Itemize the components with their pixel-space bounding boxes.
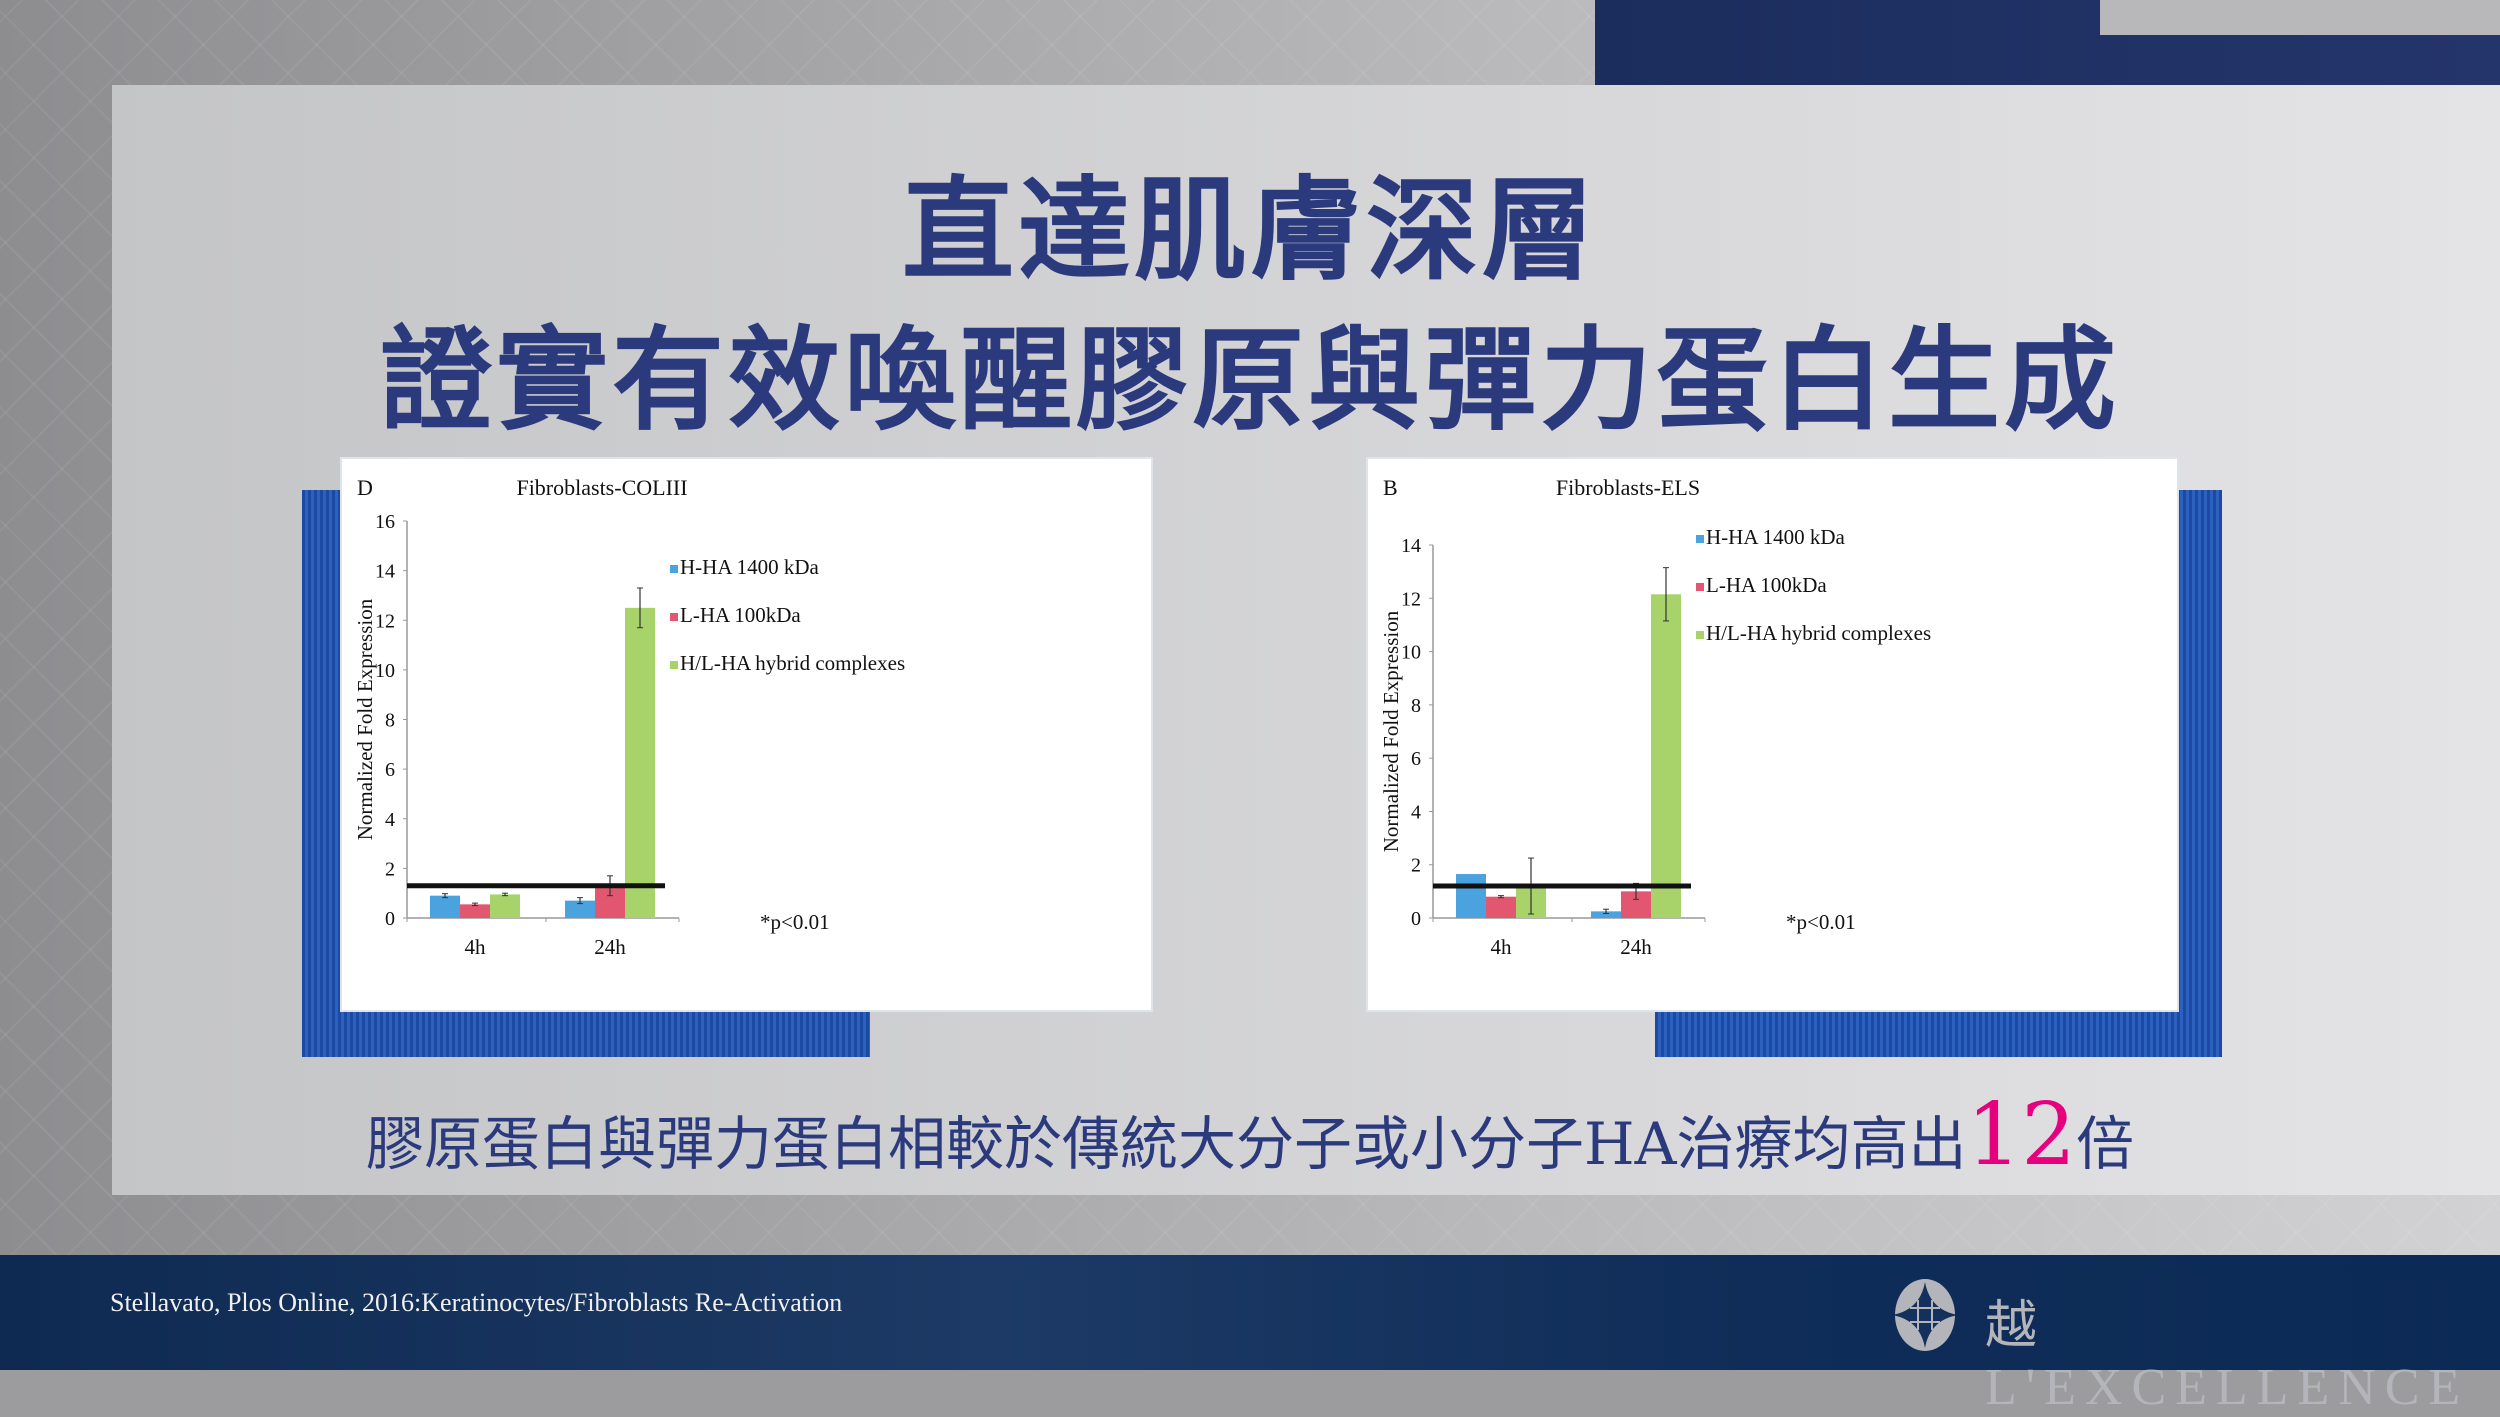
y-tick-label: 0	[385, 908, 395, 930]
subtitle-highlight: 12	[1966, 1085, 2076, 1185]
y-axis-label: Normalized Fold Expression	[1379, 610, 1403, 852]
legend-swatch	[1696, 535, 1704, 543]
legend-swatch	[1696, 583, 1704, 591]
y-tick-label: 8	[1411, 695, 1421, 717]
subtitle: 膠原蛋白與彈力蛋白相較於傳統大分子或小分子HA治療均高出12倍	[0, 1085, 2500, 1185]
chart-svg-coliii: D Fibroblasts-COLIII 0 2 4 6 8 10 12 14 16 Normaliz…	[353, 475, 905, 959]
bar	[1591, 911, 1621, 918]
y-tick-label: 4	[1411, 801, 1421, 823]
legend-label: L-HA 100kDa	[1706, 573, 1827, 597]
y-tick-label: 2	[1411, 855, 1421, 877]
chart-svg-els: B Fibroblasts-ELS 0 2 4 6 8 10 12 14 Normalized Fo…	[1379, 475, 1931, 959]
bar	[430, 895, 460, 918]
brand-logo-icon	[1892, 1279, 1958, 1351]
legend-label: H-HA 1400 kDa	[1706, 525, 1845, 549]
y-tick-label: 10	[375, 660, 395, 682]
y-tick-label: 6	[385, 759, 395, 781]
y-tick-label: 2	[385, 858, 395, 880]
y-tick-label: 8	[385, 710, 395, 732]
significance-annotation: *p<0.01	[1786, 910, 1856, 934]
legend-label: H/L-HA hybrid complexes	[680, 651, 905, 675]
y-tick-label: 10	[1401, 642, 1421, 664]
brand-char: 越	[1985, 1298, 2047, 1355]
y-tick-label: 12	[375, 610, 395, 632]
subtitle-suffix: 倍	[2075, 1110, 2134, 1178]
legend-label: H/L-HA hybrid complexes	[1706, 621, 1931, 645]
bar	[625, 607, 655, 918]
chart-title: Fibroblasts-COLIII	[516, 475, 687, 500]
bar	[1651, 594, 1681, 918]
x-tick-label: 4h	[1491, 935, 1513, 959]
title-line-1: 直達肌膚深層	[902, 166, 1598, 296]
y-tick-label: 4	[385, 809, 395, 831]
legend-label: H-HA 1400 kDa	[680, 555, 819, 579]
legend-swatch	[670, 565, 678, 573]
citation: Stellavato, Plos Online, 2016:Keratinocy…	[110, 1288, 843, 1317]
legend-swatch	[670, 613, 678, 621]
bar	[1486, 896, 1516, 918]
brand-text: L'EXCELLENCE	[1985, 1359, 2470, 1416]
chart-title: Fibroblasts-ELS	[1556, 475, 1700, 500]
y-tick-label: 0	[1411, 908, 1421, 930]
footer-band	[0, 1255, 2500, 1370]
legend-swatch	[1696, 631, 1704, 639]
x-tick-label: 24h	[594, 935, 626, 959]
panel-label: D	[357, 475, 373, 500]
title-line-2: 證實有效喚醒膠原與彈力蛋白生成	[380, 316, 2120, 446]
x-tick-label: 4h	[465, 935, 487, 959]
chart-fibroblasts-coliii: D Fibroblasts-COLIII 0 2 4 6 8 10 12 14 16 Normaliz…	[340, 457, 1153, 1012]
bar	[1456, 874, 1486, 918]
bar	[565, 900, 595, 918]
y-tick-label: 16	[375, 511, 395, 533]
y-tick-label: 14	[375, 561, 395, 583]
chart-fibroblasts-els: B Fibroblasts-ELS 0 2 4 6 8 10 12 14 Normalized Fo…	[1366, 457, 2179, 1012]
legend-swatch	[670, 661, 678, 669]
y-tick-label: 6	[1411, 748, 1421, 770]
panel-label: B	[1383, 475, 1398, 500]
y-axis-label: Normalized Fold Expression	[353, 598, 377, 840]
brand-name: 越 L'EXCELLENCE	[1985, 1283, 2500, 1417]
bar	[490, 894, 520, 918]
subtitle-text: 膠原蛋白與彈力蛋白相較於傳統大分子或小分子HA治療均高出	[366, 1110, 1967, 1178]
bar	[460, 904, 490, 918]
x-tick-label: 24h	[1620, 935, 1652, 959]
legend-label: L-HA 100kDa	[680, 603, 801, 627]
significance-annotation: *p<0.01	[760, 910, 830, 934]
y-tick-label: 14	[1401, 535, 1421, 557]
y-tick-label: 12	[1401, 588, 1421, 610]
top-gray-strip	[2100, 0, 2500, 35]
